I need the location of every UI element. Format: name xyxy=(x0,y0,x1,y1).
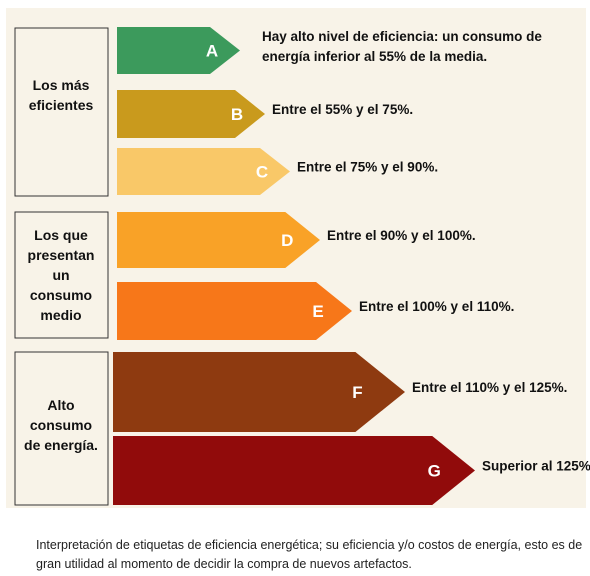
group-label: consumo xyxy=(30,287,92,303)
arrow-letter: C xyxy=(256,163,268,182)
caption: Interpretación de etiquetas de eficienci… xyxy=(36,538,582,552)
efficiency-arrow xyxy=(117,148,290,195)
efficiency-arrow xyxy=(117,212,320,268)
group-label: Alto xyxy=(47,397,74,413)
efficiency-arrow xyxy=(117,27,240,74)
band-description: Entre el 55% y el 75%. xyxy=(272,102,413,117)
efficiency-arrow xyxy=(113,352,405,432)
efficiency-arrow xyxy=(117,282,352,340)
group-label: Los más xyxy=(33,77,90,93)
arrow-letter: D xyxy=(281,231,293,250)
group-label: un xyxy=(52,267,69,283)
group-label: de energía. xyxy=(24,437,98,453)
group-label: medio xyxy=(40,307,81,323)
arrow-letter: F xyxy=(352,383,362,402)
band-description: Entre el 100% y el 110%. xyxy=(359,299,514,314)
arrow-letter: B xyxy=(231,105,243,124)
arrow-letter: G xyxy=(428,462,441,481)
group-label: consumo xyxy=(30,417,92,433)
group-label: presentan xyxy=(28,247,95,263)
efficiency-arrow xyxy=(113,436,475,505)
band-description: Hay alto nivel de eficiencia: un consumo… xyxy=(262,29,542,44)
band-description: Entre el 110% y el 125%. xyxy=(412,380,567,395)
group-box xyxy=(14,27,109,197)
band-description: Entre el 75% y el 90%. xyxy=(297,160,438,175)
band-description: energía inferior al 55% de la media. xyxy=(262,49,487,64)
group-label: eficientes xyxy=(29,97,94,113)
caption: gran utilidad al momento de decidir la c… xyxy=(36,557,412,571)
group-box xyxy=(14,351,109,506)
arrow-letter: A xyxy=(206,42,218,61)
group-label: Los que xyxy=(34,227,88,243)
efficiency-arrow xyxy=(117,90,265,138)
arrow-letter: E xyxy=(312,302,323,321)
group-box xyxy=(14,211,109,339)
band-description: Superior al 125% xyxy=(482,459,590,474)
band-description: Entre el 90% y el 100%. xyxy=(327,228,476,243)
